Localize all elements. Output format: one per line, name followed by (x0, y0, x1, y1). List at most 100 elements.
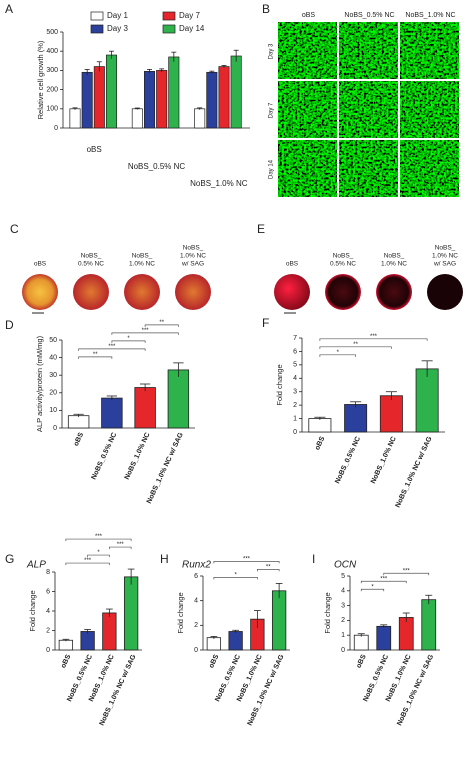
significance-bracket (360, 580, 407, 584)
x-tick-label: oBS (87, 145, 102, 154)
y-tick-label: 500 (46, 29, 58, 36)
bar (156, 70, 168, 129)
well-label: NoBS_ (333, 253, 354, 260)
bar (102, 612, 117, 651)
y-tick-label: 7 (293, 335, 297, 342)
significance-label: ** (93, 352, 98, 358)
panel-letter: F (262, 316, 269, 330)
y-tick-label: 4 (194, 598, 198, 605)
y-tick-label: 1 (293, 415, 297, 422)
x-tick-label: oBS (314, 435, 326, 451)
y-tick-label: 4 (293, 375, 297, 382)
chart-title: ALP (26, 560, 46, 571)
panel-letter: H (160, 552, 169, 566)
well-label: 1.0% NC (381, 261, 407, 268)
y-tick-label: 0 (293, 429, 297, 436)
panel-letter: E (257, 222, 265, 236)
bar (271, 590, 287, 651)
fluorescence-image (278, 140, 337, 197)
legend-swatch (90, 24, 104, 34)
significance-bracket (319, 346, 392, 349)
significance-label: ** (353, 342, 358, 348)
fluorescence-image (400, 81, 459, 138)
significance-label: * (337, 350, 340, 356)
bar (134, 387, 156, 429)
fluorescence-image (339, 81, 398, 138)
significance-bracket (319, 338, 428, 341)
significance-bracket (383, 572, 430, 576)
well-label: NoBS_ (81, 253, 102, 260)
y-axis-label: Fold change (275, 364, 284, 405)
bar (143, 71, 156, 129)
y-tick-label: 0 (194, 647, 198, 654)
legend-label: Day 1 (107, 11, 128, 20)
y-axis-label: Fold change (176, 592, 185, 633)
well-label: NoBS_ (435, 245, 456, 252)
bar (398, 617, 414, 651)
significance-label: ** (159, 320, 164, 326)
fluorescence-image (339, 22, 398, 79)
legend-label: Day 3 (107, 24, 128, 33)
significance-bracket (257, 569, 280, 572)
legend-swatch (162, 11, 176, 21)
panel-letter: G (5, 552, 14, 566)
bar (105, 54, 118, 129)
significance-label: *** (370, 334, 378, 340)
significance-label: *** (117, 542, 125, 548)
significance-label: * (234, 572, 237, 578)
fluorescence-image (400, 22, 459, 79)
significance-label: * (127, 336, 130, 342)
x-tick-label: oBS (73, 431, 85, 447)
row-label: Day 14 (269, 159, 275, 179)
bar (353, 634, 369, 651)
y-tick-label: 2 (293, 402, 297, 409)
bar (379, 395, 403, 433)
fluorescence-image (339, 140, 398, 197)
column-label: NoBS_1.0% NC (405, 12, 455, 19)
x-tick-label: NoBS_0.5% NC (128, 162, 186, 171)
y-tick-label: 4 (341, 588, 345, 595)
y-tick-label: 400 (46, 48, 58, 55)
y-tick-label: 5 (293, 362, 297, 369)
stained-well (73, 274, 109, 310)
bar (230, 55, 242, 129)
y-axis-label: ALP activity/protein (mM/mg) (35, 335, 44, 432)
bar (67, 415, 90, 429)
bar (131, 108, 143, 129)
y-tick-label: 1 (341, 632, 345, 639)
y-tick-label: 5 (341, 573, 345, 580)
stained-well (22, 274, 58, 310)
y-tick-label: 10 (49, 407, 57, 414)
significance-bracket (319, 354, 356, 357)
bar (376, 625, 392, 651)
significance-label: *** (403, 568, 411, 574)
x-tick-label: NoBS_1.0% NC (190, 179, 248, 188)
bar (194, 108, 206, 129)
significance-bracket (78, 348, 146, 351)
significance-bracket (87, 554, 110, 558)
significance-label: * (371, 584, 374, 590)
well-label: 1.0% NC (129, 261, 155, 268)
significance-bracket (213, 561, 280, 564)
column-label: NoBS_0.5% NC (344, 12, 394, 19)
well-label: NoBS_ (384, 253, 405, 260)
bar (206, 637, 222, 651)
y-axis-label: Fold change (28, 590, 37, 631)
bar (81, 71, 93, 129)
x-tick-label: NoBS_1.0% NC (370, 436, 398, 485)
legend-swatch (90, 11, 104, 21)
y-tick-label: 0 (341, 647, 345, 654)
y-tick-label: 2 (341, 617, 345, 624)
fluorescence-image (278, 81, 337, 138)
bar (344, 404, 368, 433)
bar (218, 66, 230, 129)
x-tick-label: NoBS_0.5% NC (90, 432, 118, 481)
row-label: Day 7 (269, 102, 275, 118)
panel-letter: I (312, 552, 315, 566)
significance-label: *** (95, 534, 103, 540)
significance-label: ** (266, 564, 271, 570)
stained-well (124, 274, 160, 310)
chart-title: OCN (334, 560, 357, 571)
x-tick-label: oBS (60, 653, 72, 669)
bar (168, 56, 180, 129)
